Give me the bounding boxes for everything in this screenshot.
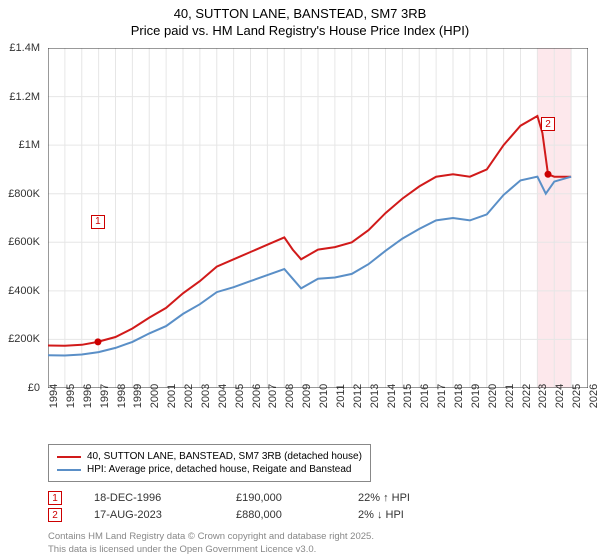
x-tick-label: 2004: [217, 384, 229, 408]
x-tick-label: 2012: [352, 384, 364, 408]
marker-price: £880,000: [236, 509, 326, 521]
chart-container: 40, SUTTON LANE, BANSTEAD, SM7 3RB Price…: [0, 0, 600, 560]
y-tick-label: £1.4M: [9, 42, 40, 54]
x-tick-label: 2006: [251, 384, 263, 408]
x-tick-label: 2002: [183, 384, 195, 408]
chart-plot-area: 12: [48, 48, 588, 388]
x-axis-labels: 1994199519961997199819992000200120022003…: [48, 392, 588, 442]
x-tick-label: 1997: [99, 384, 111, 408]
legend-item: 40, SUTTON LANE, BANSTEAD, SM7 3RB (deta…: [57, 451, 362, 462]
y-tick-label: £1.2M: [9, 91, 40, 103]
y-axis-labels: £0£200K£400K£600K£800K£1M£1.2M£1.4M: [0, 48, 44, 388]
marker-table: 1 18-DEC-1996 £190,000 22% ↑ HPI 2 17-AUG-202…: [48, 488, 410, 525]
x-tick-label: 2005: [234, 384, 246, 408]
x-tick-label: 1996: [82, 384, 94, 408]
attribution: Contains HM Land Registry data © Crown c…: [48, 531, 374, 556]
series-estimate: [48, 116, 571, 346]
x-tick-label: 2023: [537, 384, 549, 408]
legend-label: 40, SUTTON LANE, BANSTEAD, SM7 3RB (deta…: [87, 451, 362, 462]
title-line1: 40, SUTTON LANE, BANSTEAD, SM7 3RB: [0, 6, 600, 21]
attribution-line1: Contains HM Land Registry data © Crown c…: [48, 531, 374, 543]
x-tick-label: 1994: [48, 384, 60, 408]
marker-badge-2: 2: [541, 117, 555, 131]
x-tick-label: 2003: [200, 384, 212, 408]
y-tick-label: £600K: [8, 236, 40, 248]
x-tick-label: 2020: [487, 384, 499, 408]
legend-swatch: [57, 456, 81, 458]
marker-table-row: 2 17-AUG-2023 £880,000 2% ↓ HPI: [48, 508, 410, 522]
title-block: 40, SUTTON LANE, BANSTEAD, SM7 3RB Price…: [0, 0, 600, 38]
x-tick-label: 1995: [65, 384, 77, 408]
marker-badge-1: 1: [91, 215, 105, 229]
x-tick-label: 2021: [504, 384, 516, 408]
x-tick-label: 2018: [453, 384, 465, 408]
marker-date: 18-DEC-1996: [94, 492, 204, 504]
x-tick-label: 2024: [554, 384, 566, 408]
marker-note: 2% ↓ HPI: [358, 509, 404, 521]
y-tick-label: £800K: [8, 188, 40, 200]
marker-table-badge: 2: [48, 508, 62, 522]
y-tick-label: £1M: [19, 139, 40, 151]
x-tick-label: 2008: [284, 384, 296, 408]
x-tick-label: 1998: [116, 384, 128, 408]
series-hpi: [48, 177, 571, 356]
marker-dot-2: [545, 171, 552, 178]
marker-note: 22% ↑ HPI: [358, 492, 410, 504]
x-tick-label: 2026: [588, 384, 600, 408]
chart-svg: [48, 48, 588, 388]
x-tick-label: 2017: [436, 384, 448, 408]
marker-table-badge: 1: [48, 491, 62, 505]
x-tick-label: 1999: [132, 384, 144, 408]
x-tick-label: 2007: [267, 384, 279, 408]
x-tick-label: 2025: [571, 384, 583, 408]
x-tick-label: 2013: [369, 384, 381, 408]
x-tick-label: 2022: [521, 384, 533, 408]
legend-item: HPI: Average price, detached house, Reig…: [57, 464, 362, 475]
x-tick-label: 2001: [166, 384, 178, 408]
x-tick-label: 2010: [318, 384, 330, 408]
marker-date: 17-AUG-2023: [94, 509, 204, 521]
legend-label: HPI: Average price, detached house, Reig…: [87, 464, 351, 475]
x-tick-label: 2000: [149, 384, 161, 408]
legend: 40, SUTTON LANE, BANSTEAD, SM7 3RB (deta…: [48, 444, 371, 482]
y-tick-label: £200K: [8, 333, 40, 345]
x-tick-label: 2019: [470, 384, 482, 408]
marker-price: £190,000: [236, 492, 326, 504]
x-tick-label: 2009: [301, 384, 313, 408]
y-tick-label: £0: [28, 382, 40, 394]
y-tick-label: £400K: [8, 285, 40, 297]
x-tick-label: 2014: [386, 384, 398, 408]
x-tick-label: 2016: [419, 384, 431, 408]
x-tick-label: 2015: [402, 384, 414, 408]
legend-swatch: [57, 469, 81, 471]
x-tick-label: 2011: [335, 384, 347, 408]
title-line2: Price paid vs. HM Land Registry's House …: [0, 23, 600, 38]
attribution-line2: This data is licensed under the Open Gov…: [48, 544, 374, 556]
marker-dot-1: [94, 338, 101, 345]
marker-table-row: 1 18-DEC-1996 £190,000 22% ↑ HPI: [48, 491, 410, 505]
